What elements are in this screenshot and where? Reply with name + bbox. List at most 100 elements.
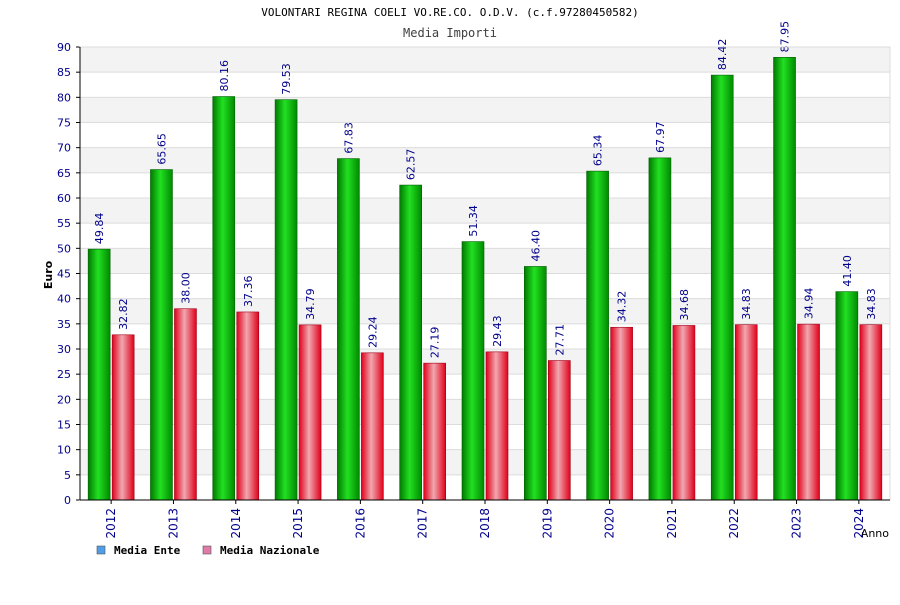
data-label: 62.57	[405, 149, 418, 181]
x-tick-label: 2018	[478, 508, 492, 539]
y-tick-label: 80	[57, 91, 71, 104]
data-label: 27.19	[429, 327, 442, 359]
data-label: 34.79	[304, 288, 317, 320]
bar-ente	[524, 266, 547, 501]
y-tick-label: 60	[57, 192, 71, 205]
bar-ente	[399, 184, 422, 501]
bar-nazionale	[610, 326, 633, 501]
data-label: 29.43	[491, 315, 504, 347]
bar-ente	[648, 157, 672, 501]
data-label: 65.34	[592, 135, 605, 167]
y-tick-label: 65	[57, 167, 71, 180]
x-tick-label: 2023	[790, 508, 804, 539]
bar-ente	[461, 241, 485, 501]
data-label: 46.40	[529, 230, 542, 262]
y-tick-label: 70	[57, 142, 71, 155]
grid-band	[80, 349, 890, 375]
bar-nazionale	[797, 323, 820, 501]
legend-label: Media Ente	[114, 544, 181, 557]
bar-nazionale	[111, 334, 135, 501]
y-tick-label: 75	[57, 117, 71, 130]
bar-nazionale	[672, 325, 696, 501]
bar-nazionale	[548, 360, 571, 501]
data-label: 80.16	[218, 60, 231, 92]
chart-title: VOLONTARI REGINA COELI VO.RE.CO. O.D.V. …	[261, 6, 639, 19]
y-tick-label: 85	[57, 66, 71, 79]
y-tick-label: 30	[57, 343, 71, 356]
y-tick-label: 40	[57, 293, 71, 306]
data-label: 34.83	[740, 288, 753, 320]
bar-nazionale	[236, 311, 260, 501]
grid-band	[80, 298, 890, 324]
y-tick-label: 35	[57, 318, 71, 331]
x-tick-label: 2013	[166, 508, 180, 539]
x-tick-label: 2014	[229, 508, 243, 539]
bar-ente	[274, 99, 298, 501]
data-label: 79.53	[280, 63, 293, 95]
legend-label: Media Nazionale	[220, 544, 320, 557]
y-tick-label: 45	[57, 268, 71, 281]
data-label: 27.71	[553, 324, 566, 356]
grid-band	[80, 248, 890, 274]
bar-nazionale	[485, 351, 509, 501]
bar-ente	[87, 248, 111, 501]
y-tick-label: 90	[57, 41, 71, 54]
x-tick-label: 2015	[291, 508, 305, 539]
data-label: 37.36	[242, 275, 255, 307]
legend-swatch	[96, 545, 106, 555]
grid-band	[80, 449, 890, 475]
x-tick-label: 2012	[104, 508, 118, 539]
data-label: 65.65	[155, 133, 168, 165]
legend-swatch	[202, 545, 212, 555]
data-label: 41.40	[841, 255, 854, 287]
grid-band	[80, 198, 890, 224]
bar-ente	[212, 96, 236, 501]
grid-band	[80, 97, 890, 123]
x-axis-label: Anno	[861, 527, 889, 540]
x-tick-label: 2020	[603, 508, 617, 539]
y-tick-label: 5	[64, 469, 71, 482]
y-tick-label: 15	[57, 419, 71, 432]
grid-band	[80, 147, 890, 173]
data-label: 34.94	[803, 288, 816, 320]
grid-band	[80, 399, 890, 425]
bar-nazionale	[174, 308, 197, 501]
data-label: 34.32	[616, 291, 629, 323]
legend: Media Ente Media Nazionale	[96, 544, 320, 557]
data-label: 49.84	[93, 213, 106, 245]
data-label: 32.82	[117, 298, 130, 330]
x-tick-label: 2017	[416, 508, 430, 539]
y-tick-label: 50	[57, 242, 71, 255]
y-tick-label: 20	[57, 393, 71, 406]
data-label: 51.34	[467, 205, 480, 237]
data-label: 34.83	[865, 288, 878, 320]
bar-nazionale	[423, 362, 446, 501]
x-tick-label: 2021	[665, 508, 679, 539]
data-label: 87.95	[779, 21, 792, 53]
data-label: 38.00	[179, 272, 192, 304]
y-tick-label: 55	[57, 217, 71, 230]
bar-nazionale	[859, 324, 883, 501]
x-tick-label: 2024	[852, 508, 866, 539]
bar-ente	[710, 74, 734, 501]
data-label: 67.83	[342, 122, 355, 154]
bar-ente	[835, 291, 859, 501]
bar-ente	[150, 169, 173, 501]
bar-nazionale	[734, 324, 758, 501]
x-tick-label: 2016	[353, 508, 367, 539]
data-label: 84.42	[716, 39, 729, 71]
data-label: 67.97	[654, 121, 667, 153]
bar-ente	[337, 158, 360, 501]
x-tick-label: 2019	[540, 508, 554, 539]
bar-ente	[773, 57, 796, 501]
y-tick-label: 25	[57, 368, 71, 381]
y-tick-label: 0	[64, 494, 71, 507]
grid-band	[80, 47, 890, 73]
bar-nazionale	[298, 324, 322, 501]
chart-subtitle: Media Importi	[403, 26, 497, 40]
y-axis-label: Euro	[42, 260, 55, 289]
data-label: 34.68	[678, 289, 691, 321]
data-label: 29.24	[366, 316, 379, 348]
